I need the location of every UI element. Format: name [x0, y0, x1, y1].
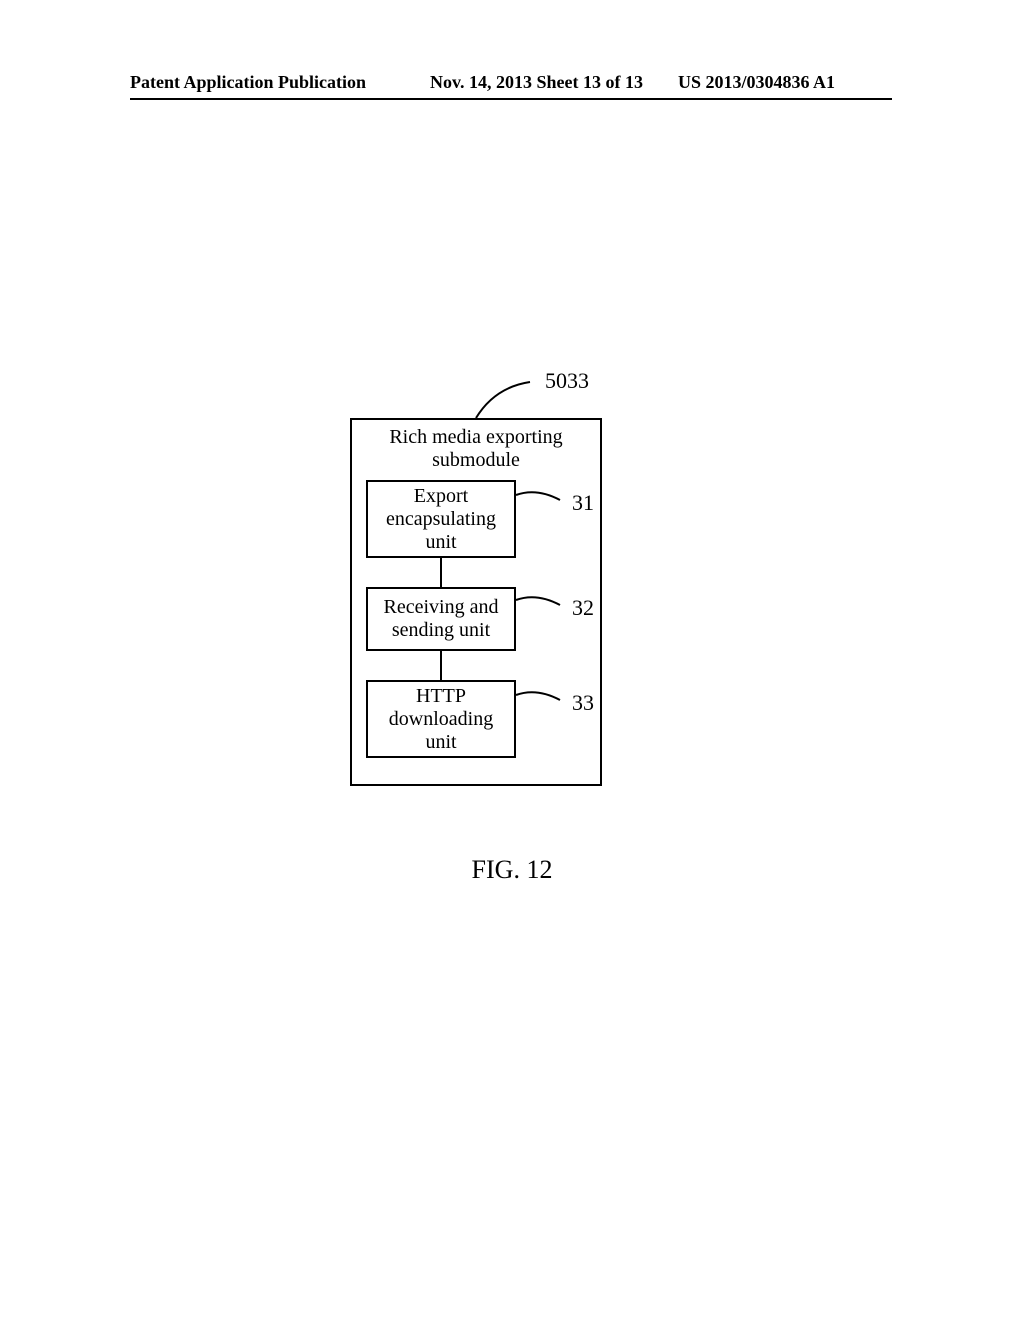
leader-33: [516, 692, 560, 700]
leader-32: [516, 597, 560, 605]
page: Patent Application Publication Nov. 14, …: [0, 0, 1024, 1320]
leader-lines: [0, 0, 1024, 1320]
leader-31: [516, 492, 560, 500]
ref-31: 31: [572, 490, 594, 516]
leader-5033: [476, 382, 530, 418]
ref-32: 32: [572, 595, 594, 621]
ref-5033: 5033: [545, 368, 589, 394]
ref-33: 33: [572, 690, 594, 716]
figure-caption: FIG. 12: [0, 855, 1024, 885]
block-diagram: Rich media exporting submodule Export en…: [0, 0, 1024, 1320]
